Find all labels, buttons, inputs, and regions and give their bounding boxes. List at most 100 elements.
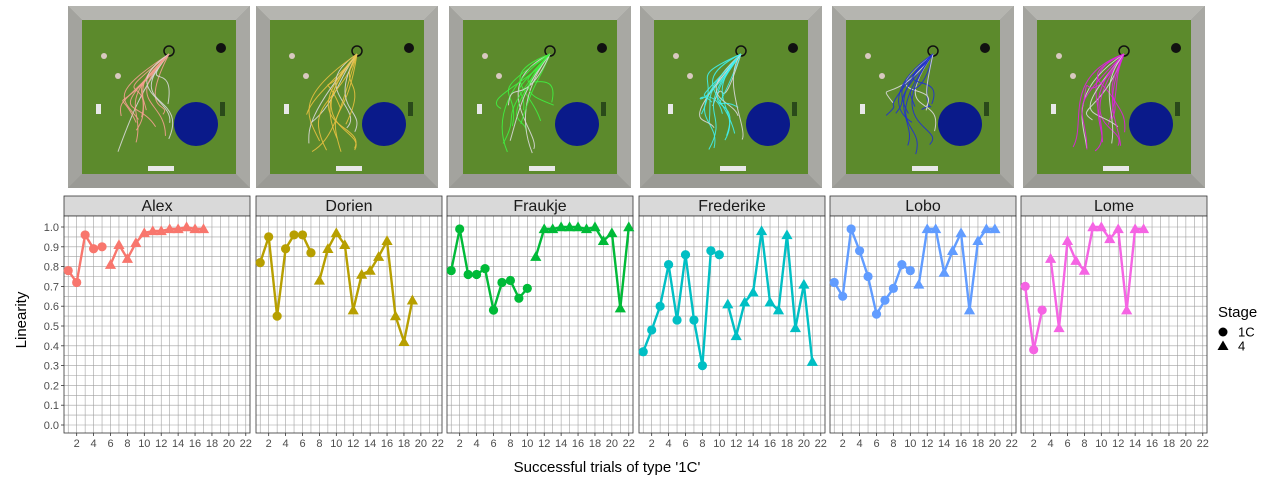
y-tick-label: 0.7 [44, 281, 59, 293]
x-tick-label: 8 [124, 438, 130, 450]
grid-lines [1021, 216, 1207, 433]
x-tick-label: 14 [1129, 438, 1141, 450]
data-point [372, 251, 385, 261]
x-tick-label: 20 [415, 438, 427, 450]
x-tick-label: 18 [1163, 438, 1175, 450]
x-tick-label: 8 [507, 438, 513, 450]
data-point [1053, 322, 1065, 333]
data-point [863, 271, 873, 282]
legend-label: 1C [1238, 325, 1255, 340]
x-tick-label: 16 [572, 438, 584, 450]
data-point [905, 265, 915, 276]
x-tick-label: 12 [155, 438, 167, 450]
data-point [1020, 281, 1030, 291]
x-tick-label: 6 [299, 438, 305, 450]
data-point [97, 242, 107, 252]
data-point [647, 325, 657, 335]
x-tick-label: 2 [74, 438, 80, 450]
facet-panel-lome: Lome 2 4 6 8 10 12 14 16 18 20 22 [1020, 195, 1209, 450]
y-tick-label: 0.2 [44, 380, 59, 392]
x-tick-label: 8 [316, 438, 322, 450]
x-tick-label: 10 [330, 438, 342, 450]
trajectory-image-lobo [832, 6, 1014, 188]
series-line [642, 249, 720, 367]
data-point [672, 315, 682, 325]
x-tick-label: 12 [347, 438, 359, 450]
plot-background [1021, 216, 1207, 433]
series-stage-circle [446, 224, 532, 315]
data-point [104, 259, 117, 269]
data-point [880, 295, 890, 305]
data-point [772, 304, 785, 315]
trajectory-paths [117, 53, 174, 152]
legend-title: Stage [1218, 304, 1257, 321]
data-point [398, 336, 410, 347]
y-tick-label: 0.3 [44, 361, 59, 373]
dark-object [216, 43, 226, 53]
series-line [450, 227, 529, 312]
data-point [339, 239, 351, 250]
x-tick-label: 10 [713, 438, 725, 450]
data-point [264, 232, 274, 242]
data-point [871, 309, 882, 319]
arena-floor [846, 20, 1000, 174]
x-tick-label: 12 [921, 438, 933, 450]
data-point [706, 246, 716, 256]
trajectory-image-dorien [256, 6, 438, 188]
data-point [614, 302, 626, 313]
y-tick-label: 0.4 [44, 341, 59, 353]
arena-floor [82, 20, 236, 174]
x-tick-label: 20 [606, 438, 618, 450]
data-point [522, 283, 532, 293]
arena-floor [654, 20, 808, 174]
series-stage-circle [63, 230, 107, 288]
x-tick-label: 14 [364, 438, 376, 450]
pool-object [174, 102, 218, 146]
x-tick-label: 14 [172, 438, 184, 450]
trajectory-image-alex [68, 6, 250, 188]
data-point [722, 298, 734, 309]
pool-object [1129, 102, 1173, 146]
pool-object [362, 102, 406, 146]
data-point [921, 223, 933, 234]
dark-object [597, 43, 607, 53]
data-point [1121, 304, 1133, 315]
data-point [121, 253, 134, 263]
data-point [1087, 221, 1099, 232]
data-point [938, 266, 950, 277]
data-point [1029, 345, 1039, 355]
x-tick-label: 20 [223, 438, 235, 450]
x-tick-label: 18 [398, 438, 410, 450]
series-line [1049, 225, 1144, 330]
facet-strip-label: Frederike [698, 198, 766, 215]
x-tick-label: 14 [938, 438, 950, 450]
data-point [197, 223, 210, 234]
data-point [680, 250, 691, 260]
data-point [155, 225, 167, 236]
data-point [1078, 264, 1091, 275]
facet-panel-lobo: Lobo 2 4 6 8 10 12 14 16 18 20 22 [829, 195, 1018, 450]
trajectory-paths [885, 53, 937, 155]
data-point [347, 304, 359, 315]
data-point [888, 283, 899, 293]
arena-floor [1037, 20, 1191, 174]
x-tick-label: 8 [1081, 438, 1087, 450]
dark-object [404, 43, 414, 53]
x-tick-label: 2 [840, 438, 846, 450]
grid-lines [830, 216, 1016, 433]
series-stage-triangle [722, 225, 818, 366]
x-tick-label: 22 [1197, 438, 1209, 450]
y-tick-label: 0.1 [44, 400, 59, 412]
x-tick-label: 16 [1146, 438, 1158, 450]
data-point [572, 221, 584, 232]
y-tick-label: 0.9 [44, 242, 59, 254]
x-axis-title: Successful trials of type '1C' [514, 459, 701, 476]
data-point [497, 277, 507, 288]
data-point [172, 223, 184, 234]
data-point [356, 268, 368, 279]
x-tick-label: 12 [730, 438, 742, 450]
data-point [505, 275, 516, 286]
dark-object [980, 43, 990, 53]
